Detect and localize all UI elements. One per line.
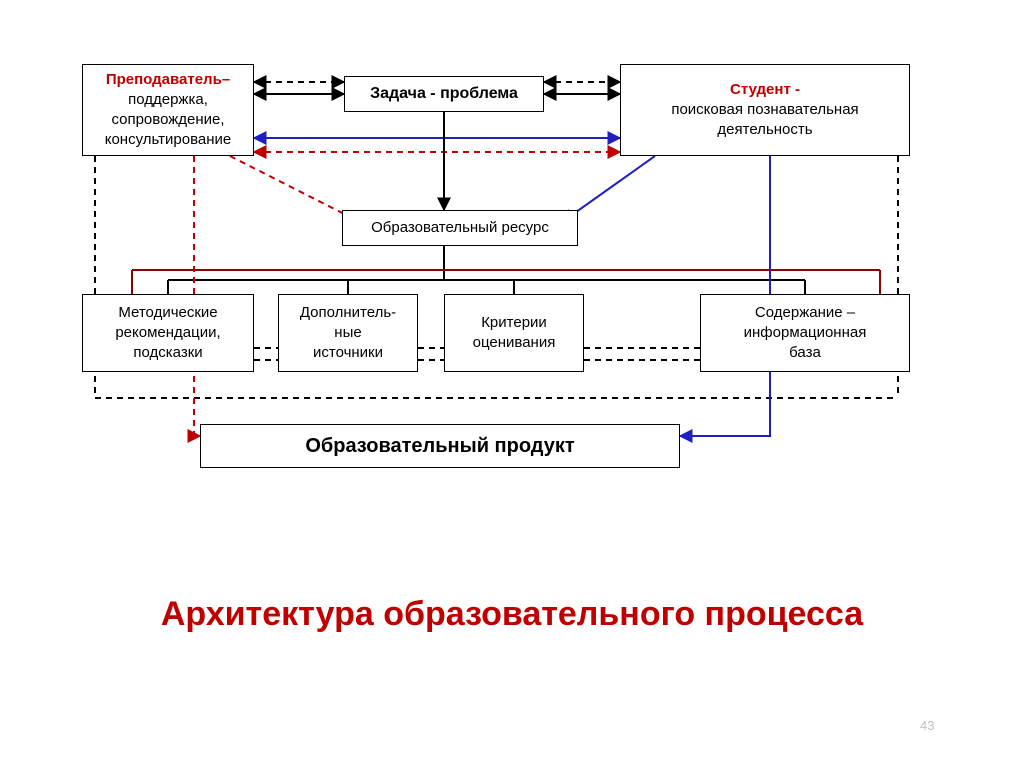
node-product-text: Образовательный продукт [305,433,574,460]
node-teacher-title: Преподаватель– [106,70,230,90]
node-sources-l1: Дополнитель- [300,303,396,323]
node-product: Образовательный продукт [200,424,680,468]
slide-title-text: Архитектура образовательного процесса [161,595,863,633]
slide-title: Архитектура образовательного процесса [0,595,1024,634]
node-criteria: Критерии оценивания [444,294,584,372]
node-sources-l3: источники [313,343,383,363]
slide-number-text: 43 [920,718,934,733]
node-teacher-line3: консультирование [105,130,232,150]
node-resource-text: Образовательный ресурс [371,218,549,238]
node-content-l1: Содержание – [755,303,855,323]
node-content-l2: информационная [744,323,867,343]
node-resource: Образовательный ресурс [342,210,578,246]
node-teacher-line2: сопровождение, [111,110,224,130]
node-content-l3: база [789,343,821,363]
node-sources: Дополнитель- ные источники [278,294,418,372]
node-criteria-l1: Критерии [481,313,547,333]
node-method: Методические рекомендации, подсказки [82,294,254,372]
node-student: Студент - поисковая познавательная деяте… [620,64,910,156]
node-sources-l2: ные [334,323,361,343]
diagram-canvas: Преподаватель– поддержка, сопровождение,… [0,0,1024,767]
node-student-line2: деятельность [717,120,812,140]
slide-number: 43 [920,718,934,733]
node-student-title: Студент - [730,80,800,100]
node-method-l2: рекомендации, [115,323,220,343]
node-teacher-line1: поддержка, [128,90,208,110]
node-method-l3: подсказки [133,343,202,363]
node-teacher: Преподаватель– поддержка, сопровождение,… [82,64,254,156]
node-student-line1: поисковая познавательная [671,100,858,120]
node-task-text: Задача - проблема [370,83,518,105]
node-task: Задача - проблема [344,76,544,112]
node-content: Содержание – информационная база [700,294,910,372]
node-method-l1: Методические [118,303,217,323]
node-criteria-l2: оценивания [473,333,556,353]
